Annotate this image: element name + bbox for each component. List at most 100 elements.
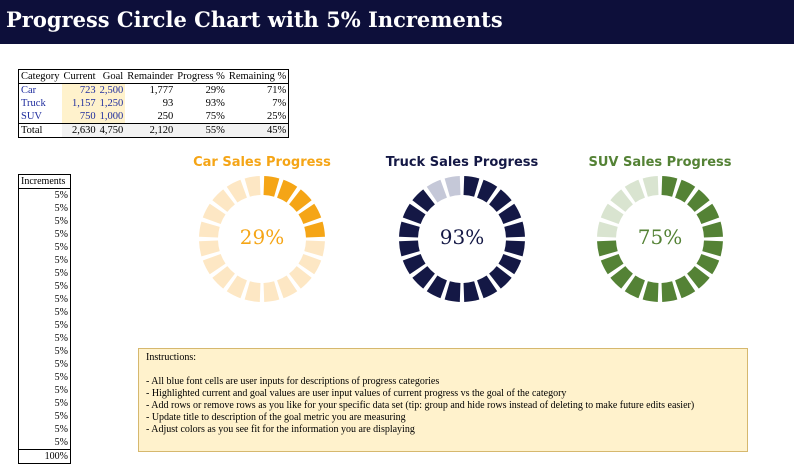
increment-cell: 5% — [54, 320, 68, 331]
truck-donut-segment-filled — [477, 275, 498, 299]
car-donut-segment-filled — [277, 179, 298, 203]
total-remaining: 45% — [226, 123, 289, 138]
truck-donut-segment-filled — [426, 275, 447, 299]
truck-donut-segment-filled — [477, 179, 498, 203]
remaining-cell: 7% — [272, 98, 287, 109]
increment-cell: 5% — [54, 268, 68, 279]
increment-row: 5% — [19, 384, 71, 397]
current-cell[interactable]: 1,157 — [61, 97, 98, 110]
increment-row: 5% — [19, 267, 71, 280]
goal-cell[interactable]: 2,500 — [97, 83, 126, 97]
car-donut-segment-empty — [212, 189, 235, 212]
increment-row: 5% — [19, 436, 71, 450]
truck-donut-segment-filled — [498, 254, 522, 275]
remaining-cell: 71% — [267, 85, 287, 96]
car-donut-segment-empty — [202, 203, 226, 224]
increment-cell: 5% — [54, 203, 68, 214]
remainder-cell: 1,777 — [149, 85, 174, 96]
chart-title-car: Car Sales Progress — [193, 155, 331, 170]
increment-cell: 5% — [54, 229, 68, 240]
remainder-cell: 250 — [157, 111, 174, 122]
increment-cell: 5% — [54, 307, 68, 318]
total-label: Total — [18, 123, 62, 138]
increment-cell: 5% — [54, 424, 68, 435]
increment-row: 5% — [19, 345, 71, 358]
category-cell[interactable]: SUV — [21, 111, 43, 122]
suv-donut-segment-filled — [600, 254, 624, 275]
total-remainder: 2,120 — [125, 123, 176, 138]
truck-donut-segment-filled — [402, 254, 426, 275]
car-donut-segment-empty — [199, 240, 220, 257]
suv-donut-segment-filled — [597, 240, 618, 257]
truck-donut-segment-filled — [412, 266, 435, 289]
car-donut-segment-empty — [289, 266, 312, 289]
increment-row: 5% — [19, 410, 71, 423]
truck-donut-segment-filled — [504, 240, 525, 257]
instruction-item: - Add rows or remove rows as you like fo… — [146, 400, 695, 411]
truck-donut-segment-filled — [463, 176, 480, 197]
increment-row: 5% — [19, 293, 71, 306]
increment-row: 5% — [19, 423, 71, 436]
truck-donut-segment-filled — [489, 189, 512, 212]
car-donut-segment-empty — [226, 179, 247, 203]
total-current: 2,630 — [61, 123, 98, 138]
truck-donut-segment-filled — [504, 221, 525, 238]
suv-donut-segment-filled — [702, 240, 723, 257]
remainder-cell: 93 — [162, 98, 174, 109]
table-row: SUV 750 1,000 250 75% 25% — [19, 110, 289, 124]
increment-cell: 5% — [54, 398, 68, 409]
car-donut-segment-filled — [298, 203, 322, 224]
goal-cell[interactable]: 1,250 — [97, 97, 126, 110]
car-donut-segment-filled — [263, 176, 280, 197]
total-row: Total 2,630 4,750 2,120 55% 45% — [18, 123, 289, 138]
truck-donut-segment-filled — [402, 203, 426, 224]
increment-row: 5% — [19, 215, 71, 228]
increment-cell: 5% — [54, 255, 68, 266]
suv-donut-segment-filled — [661, 281, 678, 302]
increments-table: Increments 5% 5% 5% 5% 5% 5% 5% 5% 5% 5% 5% 5% 5% 5% 5… — [18, 174, 71, 464]
page-title: Progress Circle Chart with 5% Increments — [6, 7, 503, 32]
suv-donut-segment-filled — [642, 281, 659, 302]
donut-label-car: 29% — [239, 225, 285, 249]
increment-cell: 5% — [54, 333, 68, 344]
increment-row: 5% — [19, 319, 71, 332]
remaining-cell: 25% — [267, 111, 287, 122]
current-cell[interactable]: 723 — [61, 83, 98, 97]
total-progress: 55% — [175, 123, 227, 138]
car-donut-segment-empty — [304, 240, 325, 257]
suv-donut-segment-filled — [624, 275, 645, 299]
car-donut-segment-empty — [244, 176, 261, 197]
increment-cell: 5% — [54, 294, 68, 305]
increment-row: 5% — [19, 280, 71, 293]
increment-row: 5% — [19, 241, 71, 254]
suv-donut-segment-empty — [624, 179, 645, 203]
car-donut-segment-empty — [202, 254, 226, 275]
category-cell[interactable]: Truck — [21, 98, 46, 109]
car-donut-segment-empty — [226, 275, 247, 299]
donut-label-truck: 93% — [439, 225, 485, 249]
instruction-item: - Adjust colors as you see fit for the i… — [146, 424, 415, 435]
increment-cell: 5% — [54, 437, 68, 448]
car-donut-segment-filled — [289, 189, 312, 212]
current-cell[interactable]: 750 — [61, 110, 98, 124]
donut-chart-suv — [597, 176, 723, 302]
progress-cell: 75% — [205, 111, 225, 122]
instruction-item: - Update title to description of the goa… — [146, 412, 406, 423]
table-row: Truck 1,157 1,250 93 93% 7% — [19, 97, 289, 110]
increment-cell: 5% — [54, 385, 68, 396]
truck-donut-segment-empty — [444, 176, 461, 197]
suv-donut-segment-empty — [597, 221, 618, 238]
increment-cell: 5% — [54, 346, 68, 357]
increment-cell: 5% — [54, 190, 68, 201]
increment-total-row: 100% — [18, 449, 71, 464]
suv-donut-segment-empty — [610, 189, 633, 212]
category-cell[interactable]: Car — [21, 85, 37, 96]
col-header-current: Current — [61, 69, 98, 84]
suv-donut-segment-filled — [675, 275, 696, 299]
col-header-goal: Goal — [97, 69, 126, 84]
increment-row: 5% — [19, 202, 71, 215]
car-donut-segment-filled — [304, 221, 325, 238]
truck-donut-segment-filled — [412, 189, 435, 212]
suv-donut-segment-filled — [661, 176, 678, 197]
goal-cell[interactable]: 1,000 — [97, 110, 126, 124]
